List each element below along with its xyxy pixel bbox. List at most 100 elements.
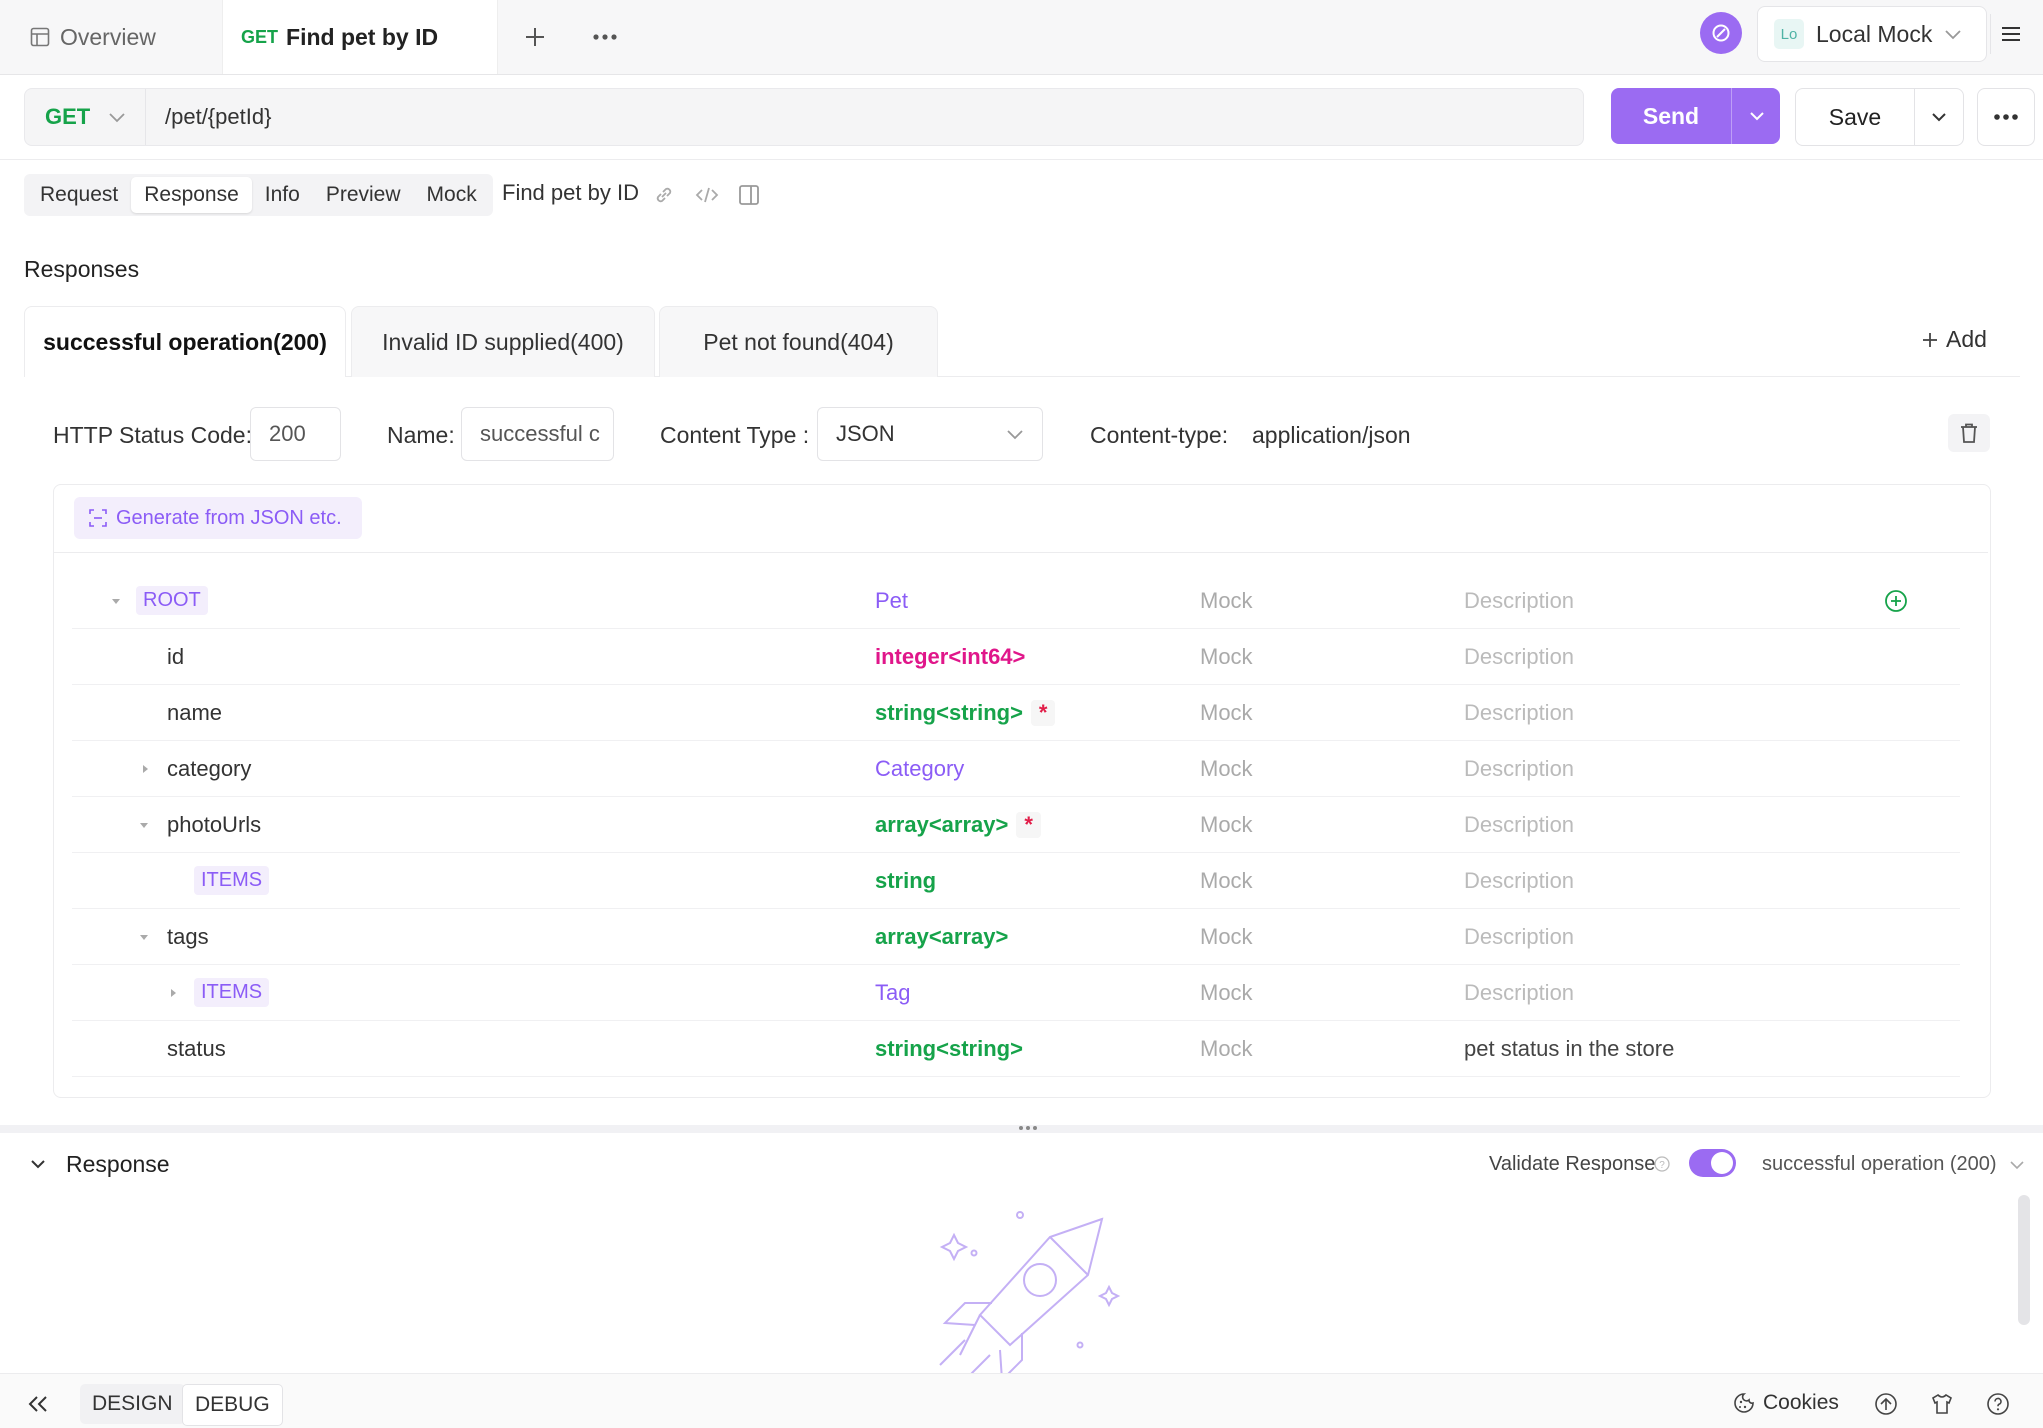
schema-mock-category[interactable]: Mock <box>1200 755 1253 781</box>
schema-mock-photourls[interactable]: Mock <box>1200 811 1253 837</box>
schema-desc-status[interactable]: pet status in the store <box>1464 1035 1675 1061</box>
expand-caret-icon[interactable] <box>140 741 150 796</box>
shirt-theme-icon[interactable] <box>1928 1390 1956 1418</box>
content-type-select[interactable]: JSON <box>817 407 1043 461</box>
schema-row-category[interactable]: category Category Mock Description <box>72 741 1960 797</box>
endpoint-name[interactable]: Find pet by ID <box>502 180 639 205</box>
collapse-caret-icon[interactable] <box>138 797 150 852</box>
schema-type-status[interactable]: string<string> <box>875 1035 1023 1061</box>
schema-mock-id[interactable]: Mock <box>1200 643 1253 669</box>
link-icon[interactable] <box>652 182 676 208</box>
schema-type-id[interactable]: integer<int64> <box>875 643 1026 669</box>
menu-icon[interactable] <box>1990 14 2031 54</box>
delete-trash-icon[interactable] <box>1948 414 1990 452</box>
subtab-mock[interactable]: Mock <box>414 177 490 213</box>
status-code-value: 200 <box>269 421 306 446</box>
schema-desc-root[interactable]: Description <box>1464 587 1575 613</box>
send-options-chevron-icon[interactable] <box>1731 88 1781 144</box>
generate-from-json-button[interactable]: Generate from JSON etc. <box>74 497 362 539</box>
required-marker[interactable]: * <box>1030 699 1056 726</box>
schema-type-tags[interactable]: array<array> <box>875 923 1009 949</box>
response-tab-400[interactable]: Invalid ID supplied(400) <box>351 306 655 377</box>
schema-mock-status[interactable]: Mock <box>1200 1035 1253 1061</box>
vertical-scrollbar[interactable] <box>2018 1195 2030 1325</box>
collapse-caret-icon[interactable] <box>110 573 122 628</box>
drag-handle-icon[interactable] <box>1016 1123 1040 1133</box>
help-circle-icon[interactable] <box>1984 1390 2012 1418</box>
schema-desc-photourls[interactable]: Description <box>1464 811 1575 837</box>
schema-row-status[interactable]: status string<string> Mock pet status in… <box>72 1021 1960 1077</box>
schema-type-tag-items[interactable]: Tag <box>875 979 911 1005</box>
subtab-request[interactable]: Request <box>27 177 131 213</box>
chevron-down-icon <box>1006 428 1024 440</box>
validate-response-toggle[interactable] <box>1689 1149 1736 1177</box>
required-marker[interactable]: * <box>1016 811 1041 838</box>
response-tab-200[interactable]: successful operation(200) <box>24 306 346 377</box>
environment-select[interactable]: Lo Local Mock <box>1757 6 1987 62</box>
status-code-input[interactable]: 200 <box>250 407 341 461</box>
subtab-response[interactable]: Response <box>131 177 252 213</box>
code-icon[interactable] <box>694 182 720 208</box>
schema-row-tags-items[interactable]: ITEMS Tag Mock Description <box>72 965 1960 1021</box>
new-tab-plus-icon[interactable] <box>520 22 550 52</box>
url-value: /pet/{petId} <box>165 104 272 129</box>
schema-desc-items[interactable]: Description <box>1464 867 1575 893</box>
schema-row-photourls-items[interactable]: ITEMS string Mock Description <box>72 853 1960 909</box>
schema-mock-tags[interactable]: Mock <box>1200 923 1253 949</box>
upload-icon[interactable] <box>1872 1390 1900 1418</box>
tab-overview-label: Overview <box>60 23 156 50</box>
response-tab-400-label: Invalid ID supplied(400) <box>382 328 624 355</box>
save-button-group: Save <box>1795 88 1964 146</box>
schema-mock-root[interactable]: Mock <box>1200 587 1253 613</box>
method-select[interactable]: GET <box>25 89 146 145</box>
response-tabs: successful operation(200) Invalid ID sup… <box>24 306 2020 377</box>
collapse-sidebar-icon[interactable] <box>24 1390 52 1418</box>
schema-row-name[interactable]: name string<string> * Mock Description <box>72 685 1960 741</box>
schema-row-id[interactable]: id integer<int64> Mock Description <box>72 629 1960 685</box>
environment-name: Local Mock <box>1816 20 1933 47</box>
schema-desc-id[interactable]: Description <box>1464 643 1575 669</box>
schema-type-name[interactable]: string<string> <box>875 699 1023 725</box>
response-select[interactable]: successful operation (200) <box>1762 1153 2025 1176</box>
send-button[interactable]: Send <box>1611 88 1731 144</box>
schema-type-category[interactable]: Category <box>875 755 965 781</box>
more-actions-button[interactable] <box>1977 88 2035 146</box>
schema-type-root[interactable]: Pet <box>875 587 909 613</box>
response-tab-200-label: successful operation(200) <box>43 328 327 355</box>
help-icon[interactable]: ? <box>1653 1155 1671 1173</box>
subtab-info[interactable]: Info <box>252 177 313 213</box>
save-button[interactable]: Save <box>1796 89 1915 145</box>
url-input[interactable]: /pet/{petId} <box>145 89 1545 145</box>
schema-row-root[interactable]: ROOT Pet Mock Description <box>72 573 1960 629</box>
schema-mock-tag-items[interactable]: Mock <box>1200 979 1253 1005</box>
subtab-preview[interactable]: Preview <box>313 177 414 213</box>
schema-name-name: name <box>167 699 223 725</box>
expand-caret-icon[interactable] <box>168 965 178 1020</box>
schema-row-tags[interactable]: tags array<array> Mock Description <box>72 909 1960 965</box>
schema-row-photourls[interactable]: photoUrls array<array> * Mock Description <box>72 797 1960 853</box>
more-tabs-icon[interactable] <box>590 22 620 52</box>
schema-name-category: category <box>167 755 252 781</box>
debug-mode-button[interactable]: DEBUG <box>182 1384 283 1426</box>
schema-desc-tag-items[interactable]: Description <box>1464 979 1575 1005</box>
response-tab-404[interactable]: Pet not found(404) <box>659 306 938 377</box>
cookies-button[interactable]: Cookies <box>1733 1391 1839 1415</box>
design-mode-button[interactable]: DESIGN <box>80 1384 185 1424</box>
schema-desc-name[interactable]: Description <box>1464 699 1575 725</box>
add-child-plus-circle-icon[interactable] <box>1884 573 1908 628</box>
sync-icon[interactable] <box>1700 12 1742 54</box>
name-input[interactable]: successful c <box>461 407 614 461</box>
schema-desc-category[interactable]: Description <box>1464 755 1575 781</box>
schema-desc-tags[interactable]: Description <box>1464 923 1575 949</box>
schema-mock-items[interactable]: Mock <box>1200 867 1253 893</box>
collapse-chevron-icon[interactable] <box>26 1152 50 1176</box>
schema-type-photourls[interactable]: array<array> <box>875 811 1009 837</box>
save-options-chevron-icon[interactable] <box>1914 89 1963 145</box>
add-response-button[interactable]: Add <box>1922 326 1987 353</box>
split-panel-icon[interactable] <box>736 182 762 208</box>
schema-mock-name[interactable]: Mock <box>1200 699 1253 725</box>
schema-type-items[interactable]: string <box>875 867 937 893</box>
tab-find-pet-by-id[interactable]: GET Find pet by ID <box>222 0 498 74</box>
collapse-caret-icon[interactable] <box>138 909 150 964</box>
tab-overview[interactable]: Overview <box>0 0 222 74</box>
